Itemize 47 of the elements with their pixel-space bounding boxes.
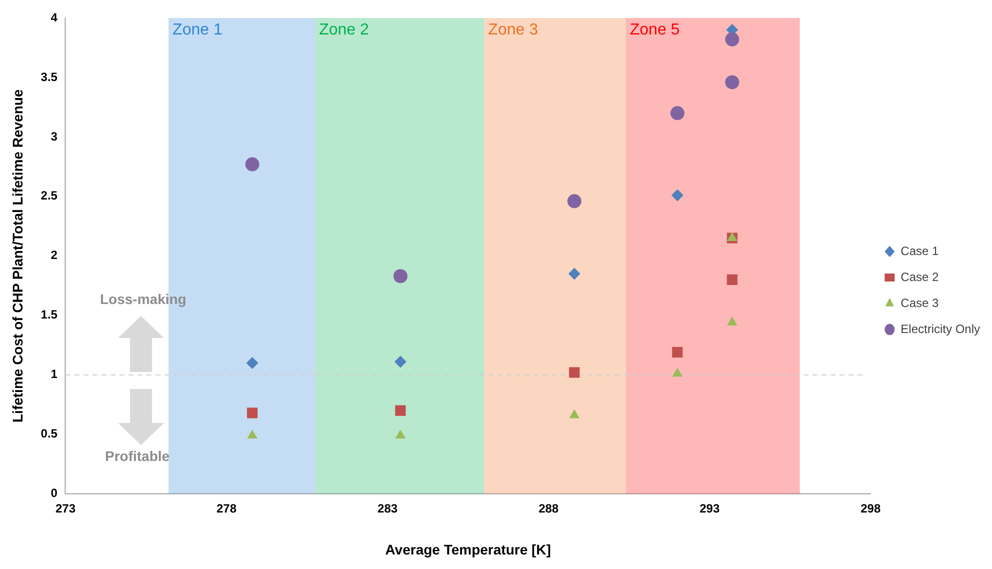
point <box>670 106 684 120</box>
point <box>568 268 580 280</box>
point <box>725 75 740 90</box>
annotation: Profitable <box>105 448 170 464</box>
point <box>245 157 260 172</box>
y-tick-label: 0 <box>50 486 58 500</box>
point <box>672 346 683 358</box>
x-tick-label: 298 <box>860 501 881 516</box>
y-tick-label: 4 <box>50 10 58 24</box>
y-tick-label: 3 <box>50 129 58 144</box>
y-axis-title: Lifetime Cost of CHP Plant/Total Lifetime Revenue <box>9 89 26 422</box>
point <box>569 367 580 378</box>
y-tick-label: 1.5 <box>40 308 58 322</box>
x-tick-label: 293 <box>700 501 720 516</box>
point <box>567 194 582 208</box>
point <box>726 274 738 285</box>
point <box>393 269 408 284</box>
x-tick-label: 273 <box>55 501 76 516</box>
legend-label: Case 3 <box>900 296 939 310</box>
y-tick-label: 0.5 <box>40 426 58 441</box>
y-tick-label: 1 <box>50 367 58 382</box>
point <box>569 409 580 418</box>
legend-label: Electricity Only <box>900 322 980 336</box>
point <box>725 32 740 46</box>
y-tick-label: 2 <box>50 248 58 262</box>
legend-label: Case 2 <box>900 270 939 284</box>
point <box>246 356 258 369</box>
band-label: Zone 1 <box>172 21 222 38</box>
y-tick-label: 2.5 <box>40 188 58 203</box>
x-axis-title: Average Temperature [K] <box>385 541 551 558</box>
point <box>726 316 738 326</box>
point <box>395 430 406 439</box>
legend-label: Case 1 <box>900 244 939 258</box>
y-tick-label: 3.5 <box>40 70 58 84</box>
band-label: Zone 2 <box>319 21 369 38</box>
point <box>247 430 258 439</box>
point <box>672 368 683 377</box>
band-label: Zone 5 <box>630 21 680 38</box>
band-label: Zone 3 <box>488 21 538 38</box>
x-tick-label: 288 <box>538 501 559 516</box>
x-tick-label: 278 <box>216 501 237 516</box>
point <box>395 405 406 416</box>
x-tick-label: 283 <box>378 501 398 516</box>
point <box>246 408 258 418</box>
annotation: Loss-making <box>100 291 186 307</box>
point <box>394 356 406 368</box>
point <box>671 189 684 202</box>
